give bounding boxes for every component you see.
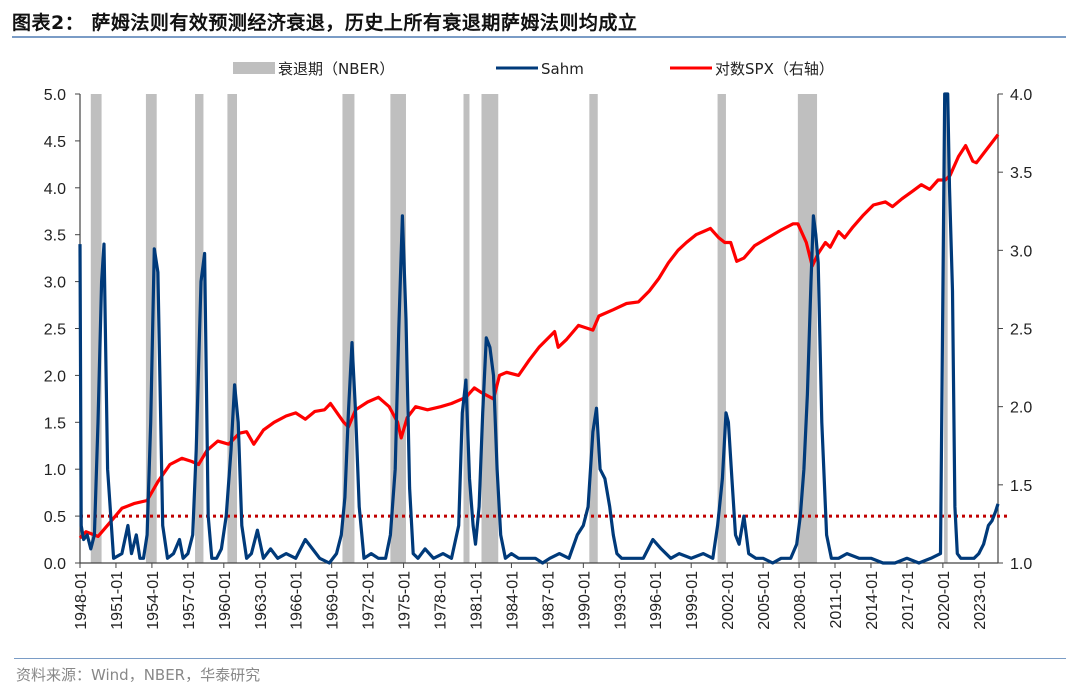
chart-axes: 0.0 0.5 1.0 1.5 2.0 2.5 3.0 3.5 4.0 4.5 5.0 1.0 1.5 2…	[44, 87, 1033, 630]
y-left-tick-label: 2.0	[44, 368, 66, 385]
recession-band	[90, 94, 102, 563]
legend-band-swatch	[233, 62, 275, 74]
y-right-tick-label: 1.5	[1010, 478, 1032, 495]
recession-band	[797, 94, 818, 563]
x-tick-label: 1975-01	[397, 571, 414, 630]
legend-label: 对数SPX（右轴）	[715, 60, 834, 78]
y-right-tick-label: 4.0	[1010, 87, 1032, 104]
x-tick-label: 2008-01	[792, 571, 809, 630]
legend-item: 衰退期（NBER）	[233, 60, 394, 78]
y-left-tick-label: 3.5	[44, 228, 66, 245]
y-left-tick-label: 4.0	[44, 181, 66, 198]
x-tick-label: 1969-01	[325, 571, 342, 630]
legend-label: 衰退期（NBER）	[278, 60, 394, 78]
x-tick-label: 1957-01	[181, 571, 198, 630]
x-tick-label: 1951-01	[109, 571, 126, 630]
x-tick-label: 2017-01	[900, 571, 917, 630]
recession-band	[481, 94, 499, 563]
sahm-line	[78, 92, 1000, 565]
y-left-tick-label: 0.0	[44, 556, 66, 573]
recession-band	[342, 94, 355, 563]
recession-band	[944, 94, 948, 563]
chart-title: 图表2： 萨姆法则有效预测经济衰退，历史上所有衰退期萨姆法则均成立	[12, 12, 638, 34]
x-tick-label: 2020-01	[936, 571, 953, 630]
x-tick-label: 1987-01	[540, 571, 557, 630]
y-left-tick-label: 1.0	[44, 462, 66, 479]
y-right-tick-label: 2.5	[1010, 322, 1032, 339]
recession-band	[463, 94, 470, 563]
y-right-tick-label: 3.0	[1010, 243, 1032, 260]
x-tick-label: 2023-01	[972, 571, 989, 630]
x-tick-label: 1999-01	[684, 571, 701, 630]
y-left-tick-label: 3.0	[44, 275, 66, 292]
x-tick-label: 2005-01	[756, 571, 773, 630]
y-right-tick-label: 3.5	[1010, 165, 1032, 182]
legend-label: Sahm	[541, 60, 584, 78]
recession-band	[717, 94, 726, 563]
x-tick-label: 1993-01	[612, 571, 629, 630]
y-left-tick-label: 2.5	[44, 322, 66, 339]
x-tick-label: 1978-01	[433, 571, 450, 630]
spx-line	[78, 133, 1000, 540]
footer-divider	[14, 658, 1066, 659]
legend-item: Sahm	[496, 60, 584, 78]
y-left-tick-label: 0.5	[44, 509, 66, 526]
x-tick-label: 2002-01	[720, 571, 737, 630]
x-tick-label: 1963-01	[253, 571, 270, 630]
x-tick-label: 2011-01	[828, 571, 845, 629]
x-tick-label: 1981-01	[468, 571, 485, 630]
x-tick-label: 1996-01	[648, 571, 665, 630]
x-tick-label: 1948-01	[73, 571, 90, 630]
y-left-tick-label: 4.5	[44, 134, 66, 151]
chart-legend: 衰退期（NBER） Sahm 对数SPX（右轴）	[233, 60, 834, 78]
chart-canvas: 衰退期（NBER） Sahm 对数SPX（右轴） 0.0 0.5 1.0 1.5 2.0 2.…	[44, 60, 1033, 630]
y-right-tick-label: 2.0	[1010, 400, 1032, 417]
x-tick-label: 2014-01	[864, 571, 881, 630]
x-tick-label: 1960-01	[217, 571, 234, 630]
x-tick-label: 1990-01	[576, 571, 593, 630]
title-divider	[12, 36, 1066, 38]
x-tick-label: 1972-01	[361, 571, 378, 630]
legend-item: 对数SPX（右轴）	[670, 60, 834, 78]
x-tick-label: 1984-01	[504, 571, 521, 630]
y-left-tick-label: 5.0	[44, 87, 66, 104]
x-tick-label: 1966-01	[289, 571, 306, 630]
x-tick-label: 1954-01	[145, 571, 162, 630]
y-left-tick-label: 1.5	[44, 415, 66, 432]
recession-band	[227, 94, 237, 563]
source-note: 资料来源：Wind，NBER，华泰研究	[16, 666, 261, 684]
y-right-tick-label: 1.0	[1010, 556, 1032, 573]
